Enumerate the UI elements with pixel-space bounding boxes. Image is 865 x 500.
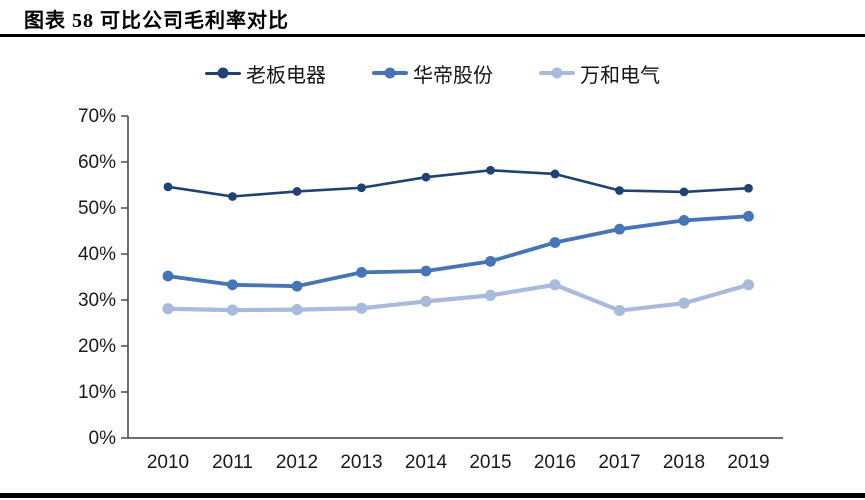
x-axis-tick-label: 2014 bbox=[405, 452, 448, 473]
page-bottom-divider bbox=[0, 493, 865, 498]
series-marker-0-2015 bbox=[486, 165, 495, 175]
series-marker-2-2018 bbox=[678, 297, 690, 309]
y-axis-tick-label: 70% bbox=[78, 106, 116, 127]
y-axis-tick-label: 20% bbox=[78, 336, 116, 357]
y-axis-tick-label: 0% bbox=[89, 428, 117, 449]
y-axis-tick-label: 10% bbox=[78, 382, 116, 403]
series-marker-1-2010 bbox=[162, 270, 174, 282]
legend-item-2: 万和电气 bbox=[539, 59, 660, 88]
x-axis-tick-label: 2015 bbox=[469, 452, 511, 473]
legend-label: 华帝股份 bbox=[413, 64, 493, 87]
x-axis-tick-label: 2017 bbox=[598, 452, 640, 473]
y-axis-tick-label: 30% bbox=[78, 290, 116, 311]
y-axis-tick-label: 50% bbox=[78, 198, 116, 219]
series-marker-2-2011 bbox=[226, 304, 239, 316]
series-marker-1-2014 bbox=[420, 265, 432, 277]
figure-title: 图表 58 可比公司毛利率对比 bbox=[24, 10, 289, 32]
series-marker-1-2016 bbox=[549, 237, 561, 248]
series-marker-1-2018 bbox=[678, 215, 690, 226]
x-axis-tick-label: 2013 bbox=[340, 452, 382, 473]
series-marker-0-2016 bbox=[550, 169, 560, 179]
series-marker-2-2016 bbox=[549, 279, 561, 291]
legend-item-1: 华帝股份 bbox=[372, 59, 493, 88]
series-marker-1-2015 bbox=[485, 255, 496, 267]
series-marker-2-2014 bbox=[420, 295, 432, 307]
legend-dot-icon bbox=[384, 67, 396, 79]
title-divider bbox=[0, 34, 865, 37]
chart-legend: 老板电器 华帝股份 万和电气 bbox=[0, 58, 865, 88]
legend-label: 万和电气 bbox=[580, 64, 660, 87]
x-axis-tick-label: 2018 bbox=[663, 452, 705, 473]
series-line-1 bbox=[166, 214, 751, 289]
series-marker-1-2013 bbox=[356, 267, 367, 278]
series-marker-2-2012 bbox=[291, 304, 303, 316]
x-axis-tick-label: 2010 bbox=[147, 452, 189, 473]
series-marker-1-2011 bbox=[227, 279, 238, 291]
legend-line-marker-icon bbox=[539, 67, 575, 79]
series-marker-2-2013 bbox=[355, 302, 368, 314]
series-marker-0-2019 bbox=[744, 183, 753, 193]
series-marker-0-2014 bbox=[421, 172, 431, 182]
series-marker-2-2017 bbox=[613, 304, 626, 317]
y-axis-tick-label: 60% bbox=[78, 152, 116, 173]
series-line-2 bbox=[165, 282, 751, 313]
x-axis-tick-label: 2016 bbox=[534, 452, 576, 473]
legend-line-marker-icon bbox=[205, 67, 241, 79]
series-marker-0-2013 bbox=[357, 183, 366, 193]
series-marker-1-2012 bbox=[291, 280, 303, 292]
series-marker-2-2019 bbox=[742, 279, 755, 291]
series-marker-1-2019 bbox=[743, 210, 754, 222]
series-line-0 bbox=[166, 168, 750, 198]
x-axis-tick-label: 2011 bbox=[212, 452, 253, 473]
series-marker-2-2010 bbox=[162, 303, 174, 315]
series-marker-0-2012 bbox=[292, 187, 302, 196]
legend-label: 老板电器 bbox=[246, 64, 326, 87]
series-marker-0-2017 bbox=[615, 186, 624, 195]
series-marker-0-2011 bbox=[228, 192, 237, 201]
legend-dot-icon bbox=[217, 67, 229, 79]
series-marker-1-2017 bbox=[614, 223, 625, 235]
y-axis-tick-label: 40% bbox=[78, 244, 116, 265]
series-marker-2-2015 bbox=[484, 289, 497, 301]
x-axis-tick-label: 2019 bbox=[727, 452, 769, 473]
x-axis-tick-label: 2012 bbox=[276, 452, 318, 473]
series-marker-0-2018 bbox=[679, 187, 689, 197]
legend-item-0: 老板电器 bbox=[205, 59, 326, 88]
legend-line-marker-icon bbox=[372, 67, 408, 79]
series-marker-0-2010 bbox=[163, 182, 173, 192]
legend-dot-icon bbox=[551, 67, 563, 79]
